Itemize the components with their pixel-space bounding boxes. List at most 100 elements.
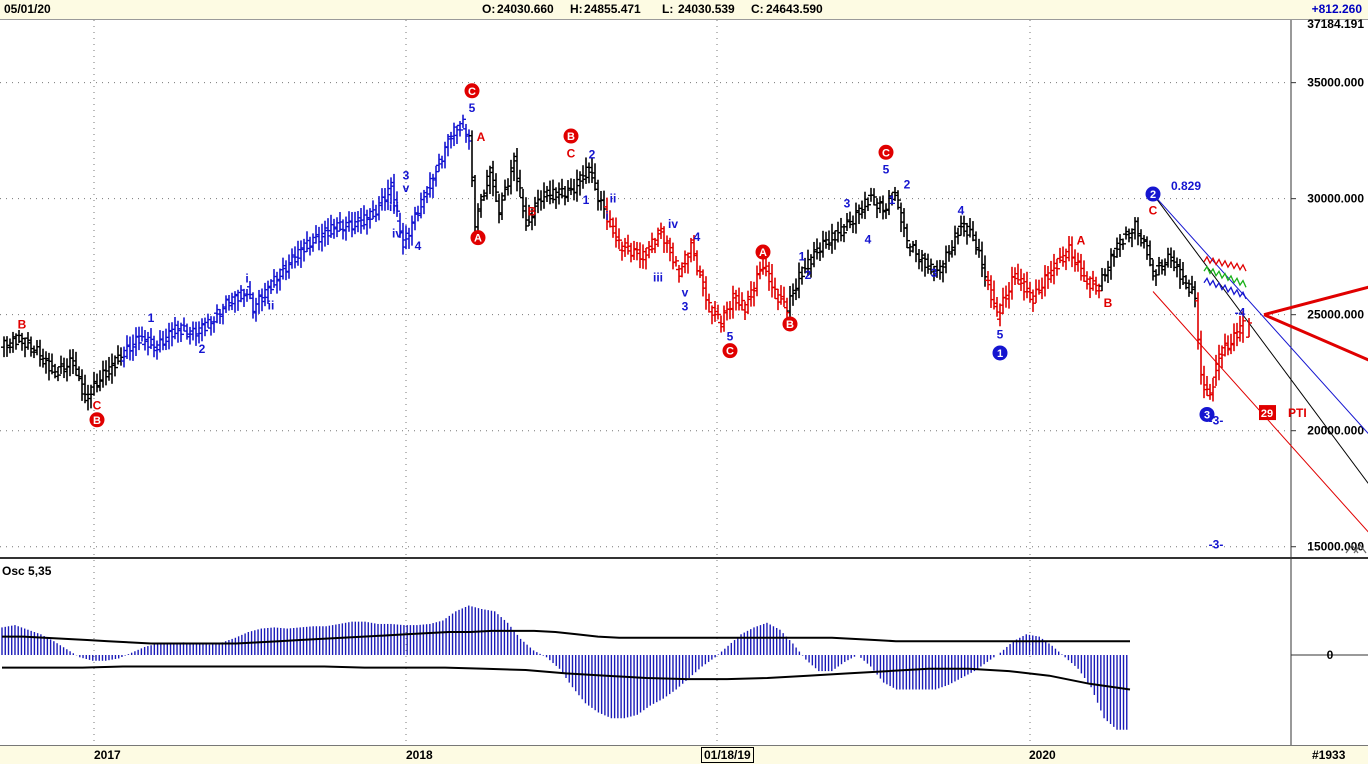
price-bar-70 [211,316,217,333]
wave-label-39: 2 [904,178,911,192]
price-bar-172 [517,169,523,198]
wave-text: 4 [865,232,872,246]
price-bar-402 [1207,383,1213,400]
price-bar-369 [1108,248,1114,280]
wave-text: 2 [904,178,911,192]
price-bar-49 [148,328,154,349]
price-bar-147 [442,141,448,169]
price-bar-370 [1111,249,1117,267]
price-bar-338 [1015,263,1021,285]
wave-circle-text: A [759,247,767,259]
wave-text: 3 [403,168,410,182]
price-bar-250 [751,281,757,307]
price-bar-156 [469,130,475,188]
wave-circle-marker [1145,186,1161,202]
wave-label-43: 1 [992,345,1008,361]
price-bar-173 [520,188,526,219]
price-bar-357 [1072,249,1078,272]
annotation-box-text: 29 [1261,408,1273,420]
price-bar-275 [826,230,832,250]
grid-lines [0,20,1290,744]
price-bar-374 [1123,226,1129,240]
price-bar-137 [412,206,418,231]
price-bar-26 [79,369,85,401]
y-tick-label-4: 15000.000 [1307,540,1364,554]
wave-text: iv [668,217,678,231]
wave-label-16: B [528,204,537,218]
header-change: +812.260 [1311,2,1362,16]
price-bars [1,114,1252,411]
wave-label-9: iii [389,200,399,214]
price-bar-291 [874,198,880,219]
price-bar-314 [943,245,949,274]
wave-label-19: 2 [589,148,596,162]
wave-label-50: -4 [1235,305,1246,319]
price-bar-68 [205,313,211,328]
price-bar-334 [1003,285,1009,308]
price-bar-316 [949,240,955,258]
price-bar-243 [730,285,736,319]
price-bar-254 [763,256,769,277]
price-bar-235 [706,293,712,313]
price-bar-319 [958,215,964,236]
price-bar-341 [1024,271,1030,299]
price-bar-382 [1147,240,1153,267]
wave-text: -3- [1209,537,1224,551]
price-bar-7 [22,337,28,358]
wave-text: C [93,399,102,413]
price-bar-102 [307,236,313,256]
wave-text: B [1104,296,1113,310]
price-bar-375 [1126,228,1132,243]
price-bar-151 [454,125,460,144]
x-label-3: 2020 [1029,748,1056,762]
wave-label-1: C [93,399,102,413]
wave-label-20: 1 [583,193,590,207]
price-bar-37 [112,355,118,377]
price-bar-135 [406,227,412,249]
forecast-arrow-shaft [1263,313,1368,362]
price-bar-171 [514,148,520,192]
y-tick-label-1: 30000.000 [1307,192,1364,206]
wave-label-40: 3 [931,266,938,280]
price-bar-225 [676,264,682,283]
price-bar-55 [166,322,172,350]
projection-band [1203,255,1247,300]
wave-label-42: 5 [997,327,1004,341]
price-bar-364 [1093,276,1099,295]
wave-label-44: A [1077,233,1086,247]
price-bar-205 [616,228,622,250]
wave-label-25: iii [653,271,663,285]
wave-text: 4 [958,203,965,217]
header-high-label: H: [570,2,583,16]
price-bar-238 [715,304,721,320]
price-bar-400 [1201,365,1207,399]
price-bar-373 [1120,238,1126,250]
price-bar-290 [871,188,877,206]
wave-circle-text: B [786,319,794,331]
wave-label-47: 2 [1145,186,1161,202]
oscillator-title: Osc 5,35 [2,564,52,578]
y-tick-label-3: 20000.000 [1307,424,1364,438]
price-bar-251 [754,265,760,297]
wave-circle-marker [878,144,894,160]
projection-line-blue [1203,276,1247,300]
price-bar-28 [85,384,91,411]
price-bar-391 [1174,257,1180,278]
price-bar-83 [250,292,256,319]
wave-circle-marker [755,244,771,260]
price-bar-228 [685,252,691,274]
osc-zero-label: 0 [1327,648,1334,662]
wave-label-24: 4 [694,230,701,244]
price-bar-106 [319,223,325,252]
header-date: 05/01/20 [4,2,51,16]
price-bar-266 [799,266,805,285]
price-bar-232 [697,265,703,279]
price-bar-2 [7,338,13,354]
wave-label-48: 3 [1199,406,1215,422]
forecast-arrow-1 [1263,313,1368,362]
price-bar-233 [700,269,706,297]
price-bar-351 [1054,258,1060,276]
annotation-0: 0.829 [1171,179,1201,193]
price-bar-315 [946,245,952,262]
